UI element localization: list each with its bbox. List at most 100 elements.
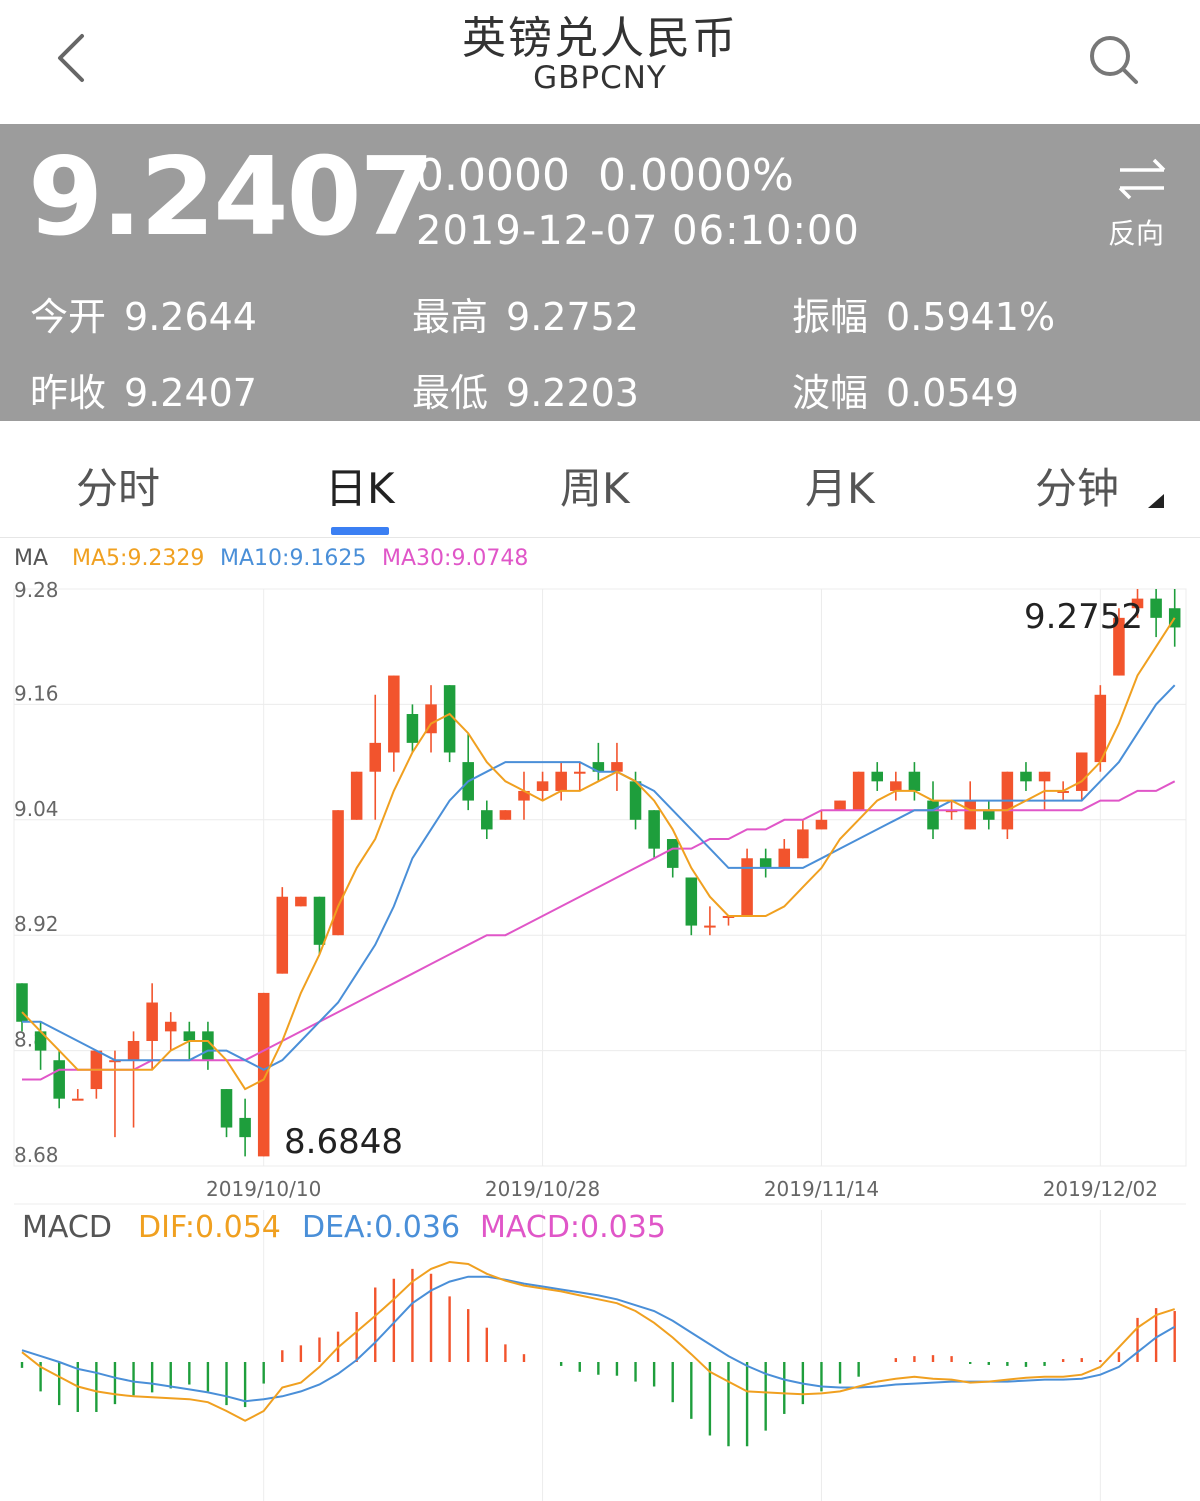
candle-body (406, 714, 419, 743)
candle-body (592, 762, 605, 772)
y-tick-label: 8.68 (14, 1143, 59, 1167)
stat-amplitude-value: 0.5941% (886, 295, 1056, 339)
candle-body (927, 800, 939, 830)
candle-body (555, 771, 567, 791)
candle-body (276, 896, 289, 974)
stat-open-value: 9.2644 (124, 295, 257, 339)
stat-prev-close-label: 昨收 (30, 371, 107, 415)
candle-body (815, 819, 828, 830)
candle-body (983, 810, 995, 820)
candle-body (16, 983, 28, 1022)
reverse-button[interactable]: 反向 (1100, 150, 1180, 250)
candle-body (1131, 598, 1144, 609)
ma5-line (21, 617, 1176, 1091)
stat-amplitude: 振幅 0.5941% (792, 286, 1055, 341)
candle-body (1113, 617, 1125, 676)
y-tick-label: 9.16 (14, 681, 59, 705)
candle-body (741, 858, 753, 916)
ma5-legend: MA5:9.2329 (72, 546, 205, 571)
dif-legend: DIF:0.054 (138, 1210, 281, 1245)
dropdown-caret-icon[interactable] (1148, 494, 1164, 508)
stat-low-label: 最低 (412, 371, 489, 415)
candle-body (53, 1060, 65, 1099)
candle-body (778, 848, 791, 868)
ma10-line (22, 684, 1176, 1071)
min-price-label: 8.6848 (284, 1122, 403, 1162)
stat-high: 最高 9.2752 (412, 286, 639, 341)
candle-body (332, 810, 344, 936)
tab-weekly-k[interactable]: 周K (560, 464, 630, 513)
candle-body (388, 675, 400, 753)
x-tick-label: 2019/10/28 (485, 1177, 600, 1201)
dea-line (21, 1275, 1176, 1403)
period-tabs (0, 421, 1200, 538)
candle-body (611, 762, 623, 772)
candle-body (350, 771, 363, 820)
quote-panel (0, 124, 1200, 421)
swap-arrows-icon (1118, 158, 1166, 200)
candle-body (72, 1098, 84, 1101)
top-nav: 英镑兑人民币 GBPCNY (0, 0, 1200, 124)
chart-frame (13, 588, 1187, 1167)
candle-body (220, 1089, 233, 1128)
ma-legend-label: MA (14, 546, 49, 571)
candle-body (481, 810, 493, 830)
candle-body (1094, 694, 1107, 763)
tab-daily-k[interactable]: 日K (325, 464, 395, 513)
tab-timeshare[interactable]: 分时 (76, 464, 161, 513)
candle-body (629, 781, 642, 820)
y-tick-label: 9.04 (14, 797, 59, 821)
candle-body (127, 1040, 140, 1061)
candle-body (536, 781, 549, 791)
candle-body (1020, 771, 1032, 782)
search-icon[interactable] (1084, 30, 1144, 90)
stat-open-label: 今开 (30, 295, 107, 339)
stat-open: 今开 9.2644 (30, 286, 257, 341)
macd-legend-label: MACD (22, 1210, 112, 1245)
stat-high-label: 最高 (412, 295, 489, 339)
candle-body (1057, 790, 1069, 793)
candle-body (834, 800, 846, 811)
candle-body (499, 810, 512, 820)
stat-wave-value: 0.0549 (886, 371, 1019, 415)
candle-body (797, 829, 809, 859)
stat-wave: 波幅 0.0549 (792, 362, 1019, 417)
y-tick-label: 8.92 (14, 912, 59, 936)
page-subtitle: GBPCNY (533, 60, 667, 96)
reverse-label: 反向 (1108, 217, 1165, 250)
tab-monthly-k[interactable]: 月K (805, 464, 875, 513)
candle-body (648, 810, 660, 849)
back-arrow-icon[interactable] (52, 28, 102, 88)
candle-body (1150, 598, 1162, 618)
candle-body (1038, 771, 1051, 782)
candle-body (964, 800, 976, 830)
candle-body (202, 1031, 214, 1061)
y-tick-label: 9.28 (14, 578, 59, 602)
tab-minute[interactable]: 分钟 (1035, 464, 1120, 513)
x-tick-label: 2019/11/14 (764, 1177, 879, 1201)
candle-body (425, 704, 437, 734)
current-price: 9.2407 (28, 135, 435, 260)
candle-body (759, 858, 772, 868)
quote-timestamp: 2019-12-07 06:10:00 (416, 208, 860, 254)
x-tick-label: 2019/10/10 (206, 1177, 321, 1201)
price-change: 0.0000 (416, 150, 570, 201)
candle-body (890, 781, 902, 791)
candle-body (146, 1002, 158, 1041)
stat-amplitude-label: 振幅 (792, 295, 869, 339)
stat-prev-close-value: 9.2407 (124, 371, 257, 415)
ma30-legend: MA30:9.0748 (382, 546, 529, 571)
candle-body (852, 771, 865, 811)
candle-body (295, 896, 307, 907)
candle-body (164, 1021, 177, 1032)
candle-body (666, 839, 679, 868)
candle-body (685, 877, 698, 926)
candle-body (443, 685, 456, 753)
candle-body (239, 1117, 251, 1138)
page-title: 英镑兑人民币 (462, 13, 738, 64)
candle-body (183, 1031, 196, 1041)
dif-line (21, 1260, 1176, 1422)
candle-body (704, 925, 716, 928)
stat-low-value: 9.2203 (506, 371, 639, 415)
